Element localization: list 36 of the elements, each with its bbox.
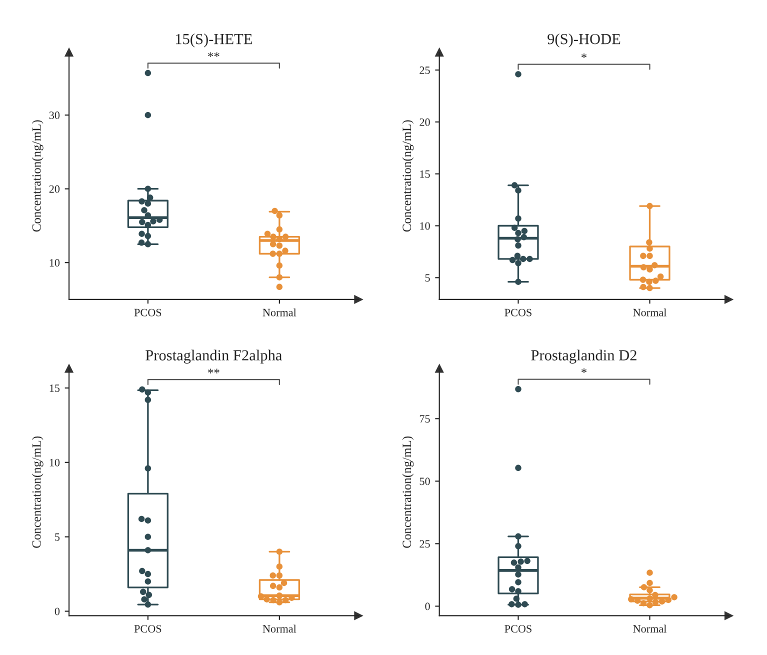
annotation: * (581, 368, 587, 373)
y-axis-title: Concentration(ng/mL) (32, 120, 44, 232)
chart-title: 15(S)-HETE (176, 33, 252, 48)
y-tick-label: 15 (420, 170, 430, 178)
x-tick-label: Normal (633, 308, 666, 316)
x-tick-label: Normal (262, 308, 296, 316)
y-tick-label: 10 (50, 259, 60, 267)
y-tick-label: 30 (49, 112, 60, 120)
y-axis-title: Concentration(ng/mL) (402, 120, 414, 232)
x-tick-label: PCOS (134, 308, 162, 316)
y-tick-label: 5 (55, 533, 60, 541)
annotation: ** (208, 368, 220, 374)
y-tick-label: 10 (420, 222, 430, 230)
y-axis-title: Concentration(ng/mL) (402, 436, 414, 548)
chart-title: Prostaglandin D2 (531, 350, 636, 364)
y-tick-label: 15 (50, 384, 60, 392)
y-tick-label: 25 (420, 540, 430, 548)
chart-title: 9(S)-HODE (548, 33, 620, 48)
x-tick-label: Normal (633, 624, 666, 633)
y-tick-label: 0 (425, 602, 430, 610)
y-tick-label: 50 (420, 478, 430, 486)
y-tick-label: 20 (49, 185, 60, 193)
x-tick-label: Normal (262, 624, 296, 633)
x-tick-label: PCOS (504, 308, 532, 316)
x-tick-label: PCOS (504, 625, 532, 633)
y-tick-label: 10 (50, 458, 60, 466)
y-tick-label: 25 (420, 66, 430, 74)
x-tick-label: PCOS (134, 625, 162, 633)
y-tick-label: 5 (425, 274, 430, 282)
annotation: * (581, 53, 587, 58)
y-tick-label: 0 (54, 608, 60, 616)
chart-title: Prostaglandin F2alpha (146, 350, 282, 364)
annotation: ** (208, 52, 220, 57)
y-axis-title: Concentration(ng/mL) (32, 436, 44, 548)
y-tick-label: 20 (420, 118, 430, 126)
y-tick-label: 75 (420, 415, 430, 423)
